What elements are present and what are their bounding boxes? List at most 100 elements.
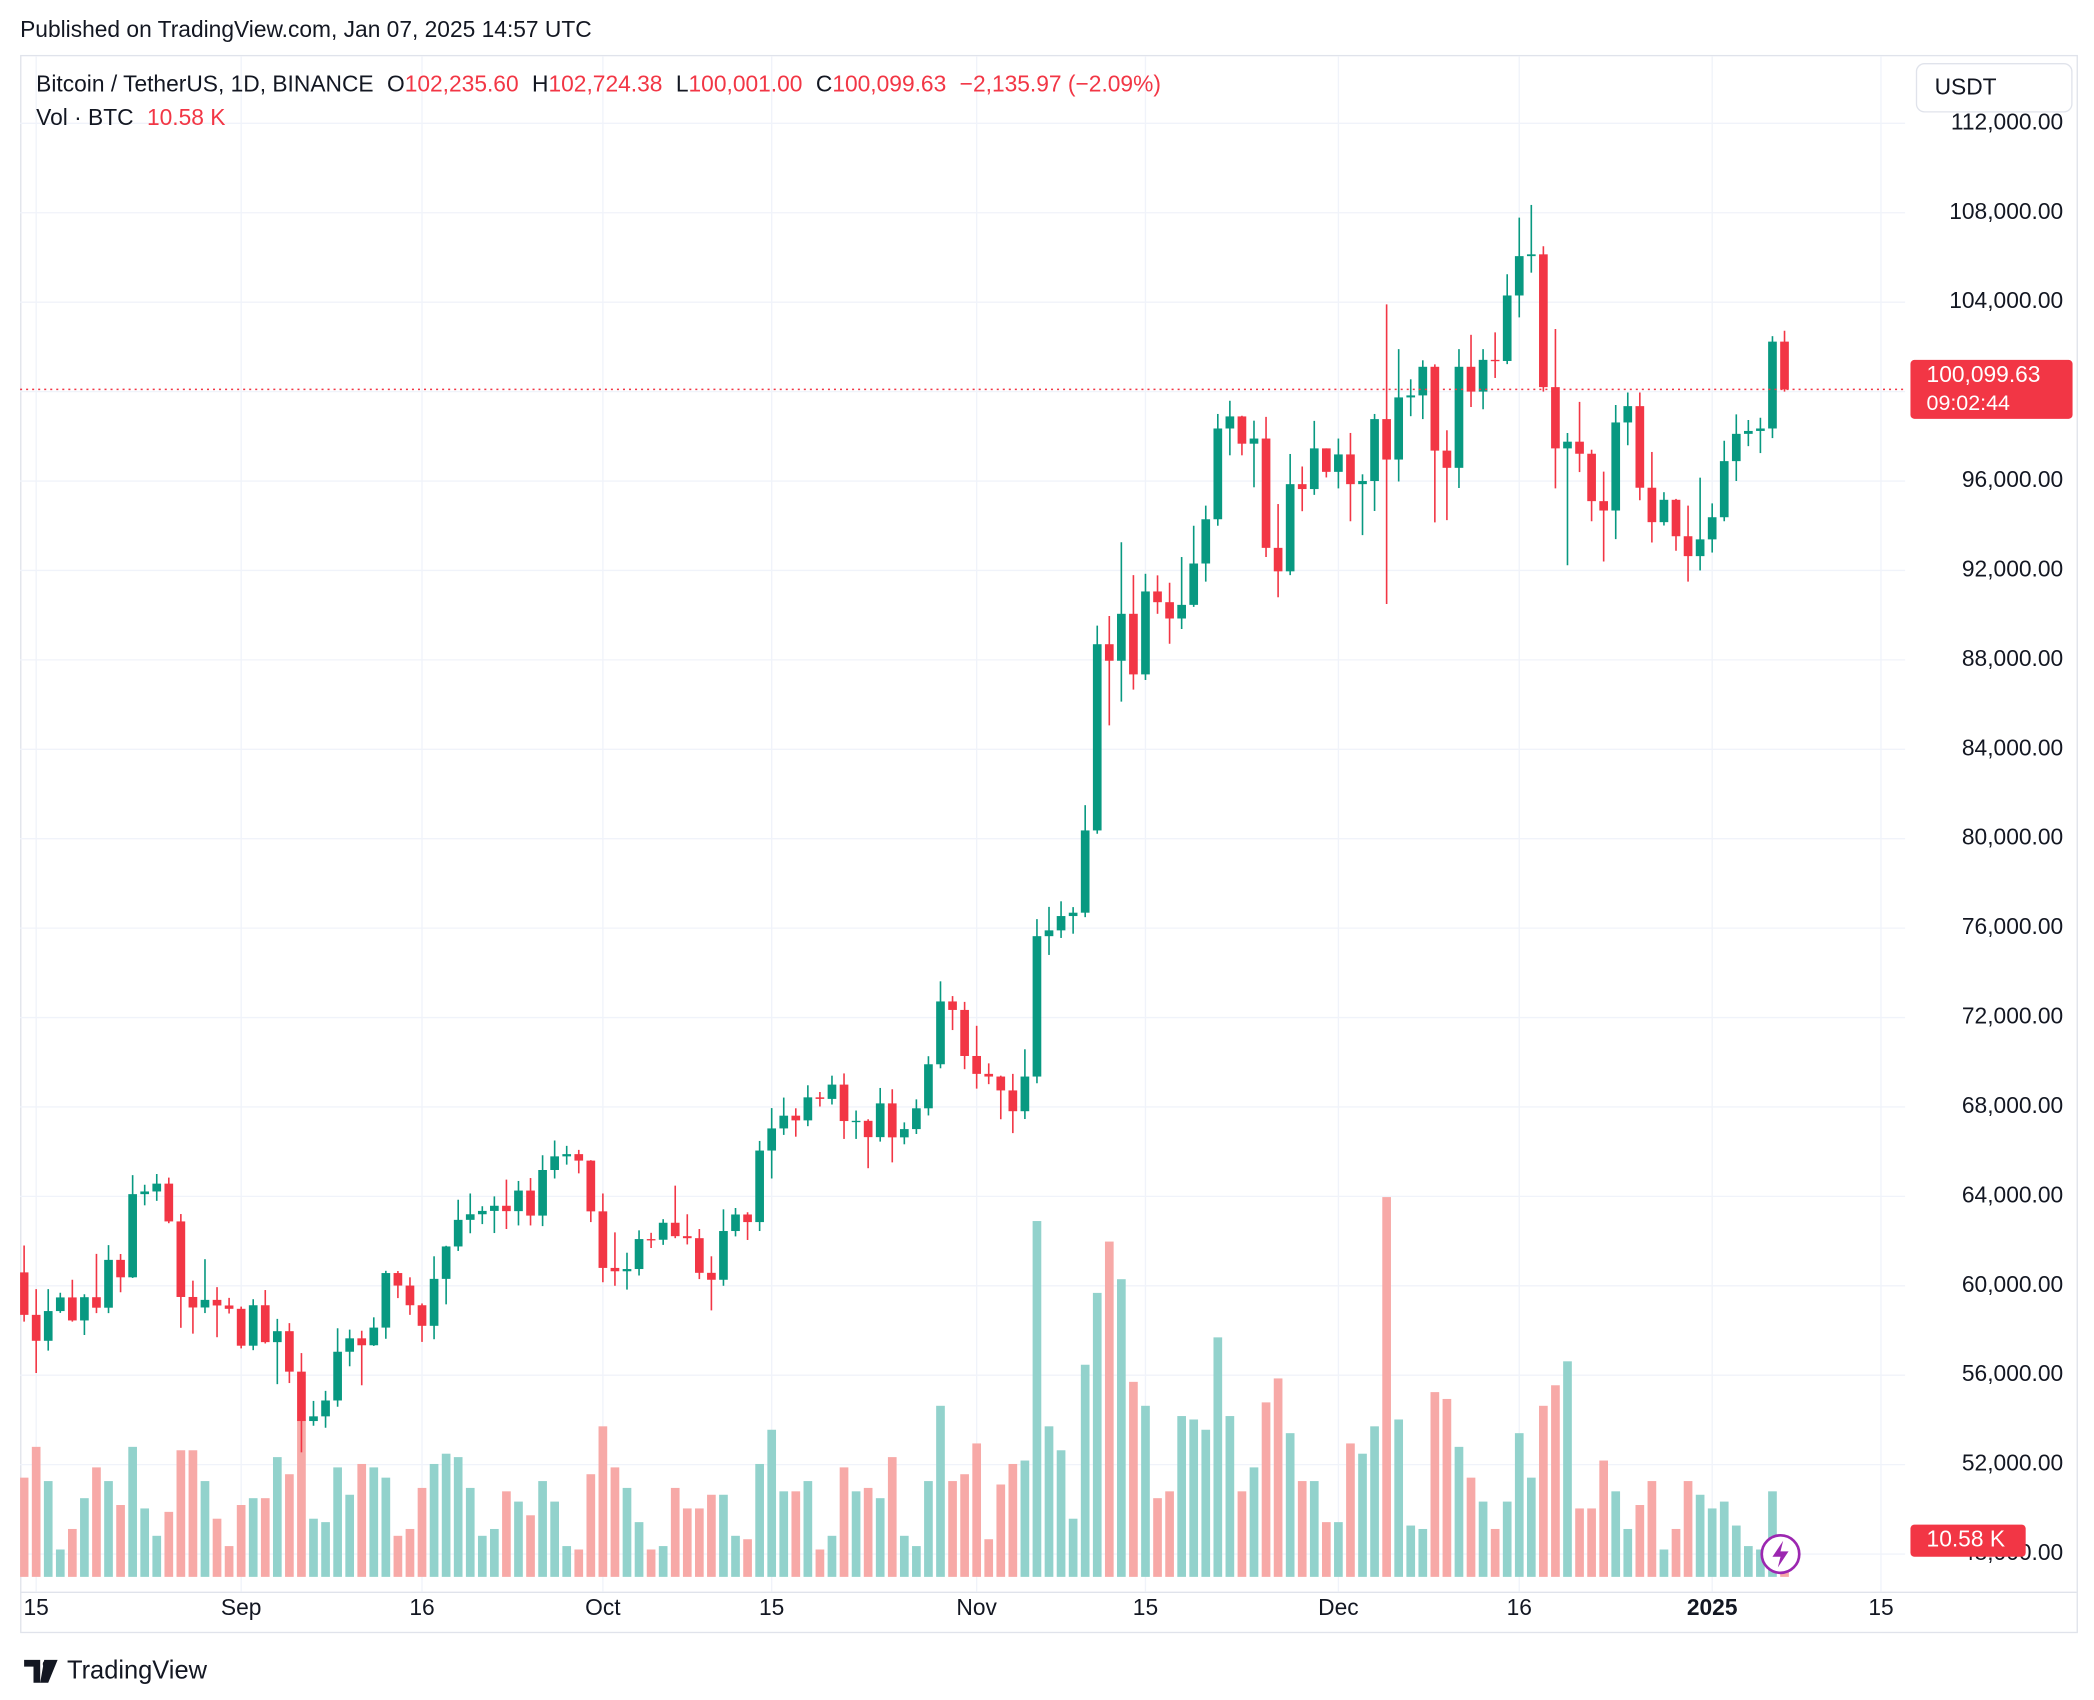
candle-body xyxy=(972,1055,982,1074)
candle-body xyxy=(526,1190,535,1216)
candle-body xyxy=(1237,416,1247,444)
candle-body xyxy=(912,1108,921,1130)
volume-bar xyxy=(80,1498,89,1577)
volume-bar xyxy=(719,1494,728,1577)
candle-body xyxy=(345,1338,355,1352)
candle-body xyxy=(1659,499,1669,523)
candle-body xyxy=(453,1219,463,1247)
y-tick-label: 64,000.00 xyxy=(1962,1181,2063,1207)
volume-bar xyxy=(1189,1419,1199,1577)
candle-body xyxy=(1261,438,1271,548)
volume-bar xyxy=(984,1539,994,1577)
y-tick-label: 108,000.00 xyxy=(1949,198,2063,224)
volume-bar xyxy=(996,1484,1006,1577)
volume-bar xyxy=(1611,1491,1621,1577)
volume-bar xyxy=(1659,1549,1669,1577)
candle-body xyxy=(224,1305,234,1309)
candle-body xyxy=(321,1400,330,1417)
volume-bar xyxy=(236,1505,246,1577)
candle-body xyxy=(297,1371,306,1422)
volume-bar xyxy=(1731,1525,1741,1577)
volume-bar xyxy=(453,1457,463,1577)
candle-body xyxy=(1249,438,1259,444)
candle-body xyxy=(936,1001,945,1065)
volume-bar xyxy=(1756,1549,1765,1577)
candle-body xyxy=(417,1305,427,1326)
volume-bar xyxy=(1744,1546,1753,1577)
volume-bar xyxy=(875,1498,885,1577)
y-tick-label: 60,000.00 xyxy=(1962,1271,2063,1297)
volume-bar xyxy=(297,1419,306,1577)
volume-bar xyxy=(68,1528,77,1577)
volume-bar xyxy=(1141,1405,1150,1577)
candle-body xyxy=(381,1273,391,1328)
volume-bar xyxy=(357,1463,367,1577)
currency-button[interactable] xyxy=(1915,62,2073,113)
volume-bar xyxy=(887,1457,897,1577)
candle-body xyxy=(1707,517,1717,540)
volume-bar xyxy=(1261,1402,1271,1577)
volume-bar xyxy=(152,1535,162,1577)
candle-body xyxy=(357,1338,367,1346)
volume-bar xyxy=(31,1446,41,1577)
candle-body xyxy=(839,1084,849,1122)
candle-body xyxy=(803,1097,813,1121)
candle-body xyxy=(694,1238,704,1273)
candle-body xyxy=(393,1273,403,1286)
volume-bar xyxy=(393,1535,403,1577)
x-tick-label: 15 xyxy=(1133,1594,1158,1620)
volume-bar xyxy=(731,1535,740,1577)
volume-bar xyxy=(417,1487,427,1577)
candle-body xyxy=(188,1296,198,1308)
volume-bar xyxy=(514,1501,523,1577)
volume-bar xyxy=(767,1429,777,1577)
volume-bar xyxy=(20,1477,29,1577)
candle-body xyxy=(1768,341,1777,429)
volume-bar xyxy=(1466,1477,1476,1577)
candle-body xyxy=(1647,487,1657,523)
volume-bar xyxy=(502,1491,511,1577)
ohlc-key: L xyxy=(676,71,689,97)
volume-bar xyxy=(1490,1528,1500,1577)
candle-body xyxy=(875,1103,885,1138)
candle-body xyxy=(248,1305,258,1346)
volume-bar xyxy=(116,1505,125,1577)
currency-label[interactable]: USDT xyxy=(1935,73,1997,99)
candle-body xyxy=(1587,453,1596,502)
volume-bar xyxy=(1514,1433,1524,1577)
volume-bar xyxy=(1117,1279,1126,1577)
candle-body xyxy=(682,1236,692,1239)
brand-name: TradingView xyxy=(67,1657,208,1685)
ohlc-value: 102,724.38 xyxy=(548,71,662,97)
candle-body xyxy=(405,1285,415,1306)
volume-bar xyxy=(477,1535,487,1577)
volume-bar xyxy=(694,1508,704,1577)
volume-bar xyxy=(912,1546,921,1577)
volume-bar xyxy=(839,1467,849,1577)
candle-body xyxy=(441,1246,451,1279)
volume-bar xyxy=(465,1487,475,1577)
volume-bar xyxy=(1382,1197,1391,1577)
volume-bar xyxy=(1177,1416,1186,1577)
volume-bar xyxy=(345,1494,355,1577)
volume-bar xyxy=(1430,1392,1440,1577)
y-tick-label: 56,000.00 xyxy=(1962,1360,2063,1386)
candle-body xyxy=(1334,454,1343,472)
candle-body xyxy=(1358,481,1367,485)
candle-body xyxy=(851,1120,861,1123)
candle-body xyxy=(92,1297,101,1308)
candle-body xyxy=(1490,359,1500,362)
candle-body xyxy=(574,1154,584,1161)
volume-bar xyxy=(670,1487,680,1577)
volume-bar xyxy=(550,1501,559,1577)
candle-body xyxy=(586,1160,596,1212)
volume-bar xyxy=(1225,1416,1235,1577)
candle-body xyxy=(1780,341,1789,390)
volume-bar xyxy=(526,1515,535,1577)
volume-bar xyxy=(212,1518,222,1577)
price-pane xyxy=(20,204,1789,1453)
x-tick-label: 16 xyxy=(409,1594,434,1620)
volume-legend: Vol · BTC 10.58 K xyxy=(36,104,225,130)
candle-body xyxy=(719,1231,728,1280)
volume-bar xyxy=(333,1467,342,1577)
